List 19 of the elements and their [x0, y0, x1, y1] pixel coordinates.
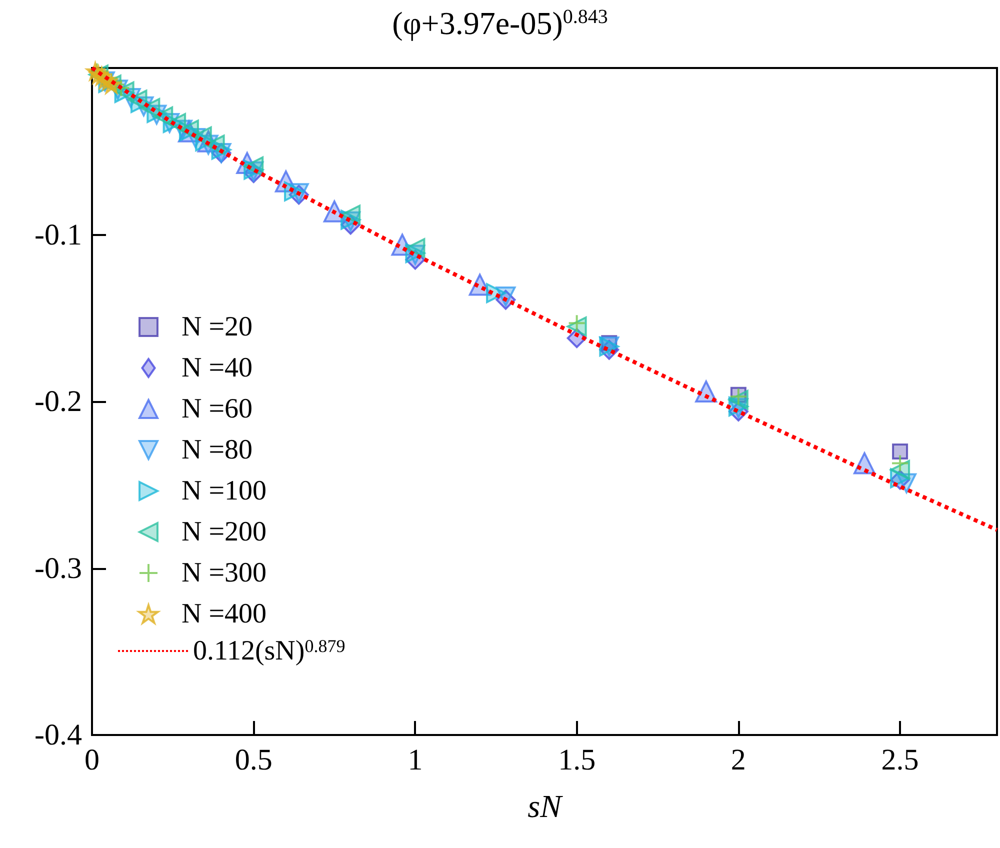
legend-label: N =400	[182, 598, 267, 630]
legend-label: N =200	[182, 516, 267, 548]
x-tick-label: 1.5	[558, 744, 596, 776]
legend-label: N =80	[182, 434, 253, 466]
y-tick-label: -0.1	[34, 218, 82, 252]
legend-label: N =20	[182, 312, 253, 342]
y-tick-label: -0.2	[34, 385, 82, 418]
legend-label: N =40	[182, 352, 253, 384]
y-tick-label: -0.3	[34, 552, 82, 585]
x-tick-label: 0	[84, 744, 100, 776]
x-tick-label: 1	[408, 744, 423, 776]
y-tick-label: -0.4	[34, 718, 82, 752]
legend-label: N =300	[182, 558, 267, 588]
x-tick-label: 2	[730, 744, 746, 776]
legend-label: N =60	[182, 394, 253, 424]
x-tick-label: 2.5	[881, 744, 919, 776]
x-axis-title: sN	[528, 788, 564, 824]
x-tick-label: 0.5	[234, 744, 272, 776]
legend-label: N =100	[182, 476, 267, 506]
